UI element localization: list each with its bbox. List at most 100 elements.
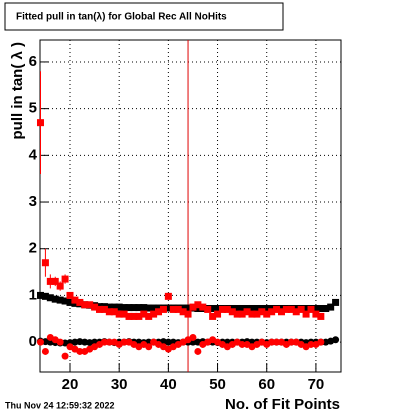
marker bbox=[145, 304, 153, 312]
marker bbox=[164, 304, 172, 312]
marker bbox=[56, 338, 64, 346]
marker bbox=[140, 310, 148, 318]
marker bbox=[233, 304, 241, 312]
marker bbox=[327, 303, 335, 311]
marker bbox=[130, 304, 138, 312]
marker bbox=[125, 304, 133, 312]
y-tick-label: 0 bbox=[29, 333, 37, 350]
marker bbox=[268, 338, 276, 346]
marker bbox=[100, 338, 108, 346]
marker bbox=[209, 304, 217, 312]
marker bbox=[66, 298, 74, 306]
marker bbox=[297, 305, 305, 313]
marker bbox=[135, 312, 143, 320]
marker bbox=[56, 282, 64, 290]
marker bbox=[140, 304, 148, 312]
marker bbox=[322, 304, 330, 312]
marker bbox=[36, 338, 44, 346]
marker bbox=[292, 308, 300, 316]
y-tick-label: 3 bbox=[29, 193, 37, 210]
marker bbox=[46, 277, 54, 285]
marker bbox=[91, 303, 99, 311]
marker bbox=[120, 304, 128, 312]
marker bbox=[194, 304, 202, 312]
marker bbox=[100, 305, 108, 313]
marker bbox=[214, 304, 222, 312]
marker bbox=[248, 304, 256, 312]
marker bbox=[204, 305, 212, 313]
y-tick-label: 2 bbox=[29, 240, 37, 257]
marker bbox=[76, 298, 84, 306]
marker bbox=[76, 347, 84, 355]
marker bbox=[36, 119, 44, 127]
marker bbox=[332, 336, 340, 344]
marker bbox=[46, 294, 54, 302]
y-tick-label: 6 bbox=[29, 53, 37, 70]
chart-title: Fitted pull in tan(λ) for Global Rec All… bbox=[16, 12, 227, 23]
marker bbox=[194, 347, 202, 355]
marker bbox=[110, 308, 118, 316]
marker bbox=[273, 338, 281, 346]
marker bbox=[36, 291, 44, 299]
marker bbox=[41, 347, 49, 355]
marker bbox=[81, 301, 89, 309]
marker bbox=[125, 312, 133, 320]
marker bbox=[287, 338, 295, 346]
marker bbox=[302, 304, 310, 312]
marker bbox=[277, 308, 285, 316]
y-axis-label: pull in tan( λ ) bbox=[9, 42, 26, 140]
marker bbox=[41, 292, 49, 300]
marker bbox=[223, 305, 231, 313]
x-tick-label: 60 bbox=[258, 376, 275, 393]
marker bbox=[145, 343, 153, 351]
marker bbox=[61, 297, 69, 305]
marker bbox=[268, 308, 276, 316]
y-tick-label: 1 bbox=[29, 286, 37, 303]
marker bbox=[174, 305, 182, 313]
marker bbox=[41, 259, 49, 267]
marker bbox=[263, 304, 271, 312]
marker bbox=[253, 310, 261, 318]
plot-frame bbox=[39, 39, 342, 373]
marker bbox=[51, 277, 59, 285]
marker bbox=[307, 340, 315, 348]
marker bbox=[179, 308, 187, 316]
marker bbox=[164, 338, 172, 346]
marker bbox=[130, 312, 138, 320]
x-tick-label: 20 bbox=[62, 376, 79, 393]
x-tick-label: 50 bbox=[209, 376, 226, 393]
marker bbox=[115, 310, 123, 318]
marker bbox=[273, 305, 281, 313]
marker bbox=[150, 310, 158, 318]
marker bbox=[115, 303, 123, 311]
marker bbox=[194, 301, 202, 309]
marker bbox=[312, 310, 320, 318]
marker bbox=[238, 304, 246, 312]
marker bbox=[218, 305, 226, 313]
marker bbox=[214, 310, 222, 318]
marker bbox=[145, 312, 153, 320]
marker bbox=[209, 312, 217, 320]
marker bbox=[159, 305, 167, 313]
x-tick-label: 40 bbox=[160, 376, 177, 393]
marker bbox=[238, 340, 246, 348]
x-tick-label: 70 bbox=[308, 376, 325, 393]
marker bbox=[86, 301, 94, 309]
marker bbox=[66, 291, 74, 299]
marker bbox=[282, 305, 290, 313]
marker bbox=[71, 296, 79, 304]
marker bbox=[253, 304, 261, 312]
x-axis-label: No. of Fit Points bbox=[225, 396, 340, 413]
marker bbox=[150, 304, 158, 312]
marker bbox=[155, 308, 163, 316]
marker bbox=[96, 305, 104, 313]
marker bbox=[169, 305, 177, 313]
marker bbox=[189, 303, 197, 311]
marker bbox=[302, 310, 310, 318]
marker bbox=[179, 304, 187, 312]
marker bbox=[199, 303, 207, 311]
y-tick-label: 4 bbox=[29, 146, 38, 163]
marker bbox=[312, 304, 320, 312]
marker bbox=[317, 338, 325, 346]
